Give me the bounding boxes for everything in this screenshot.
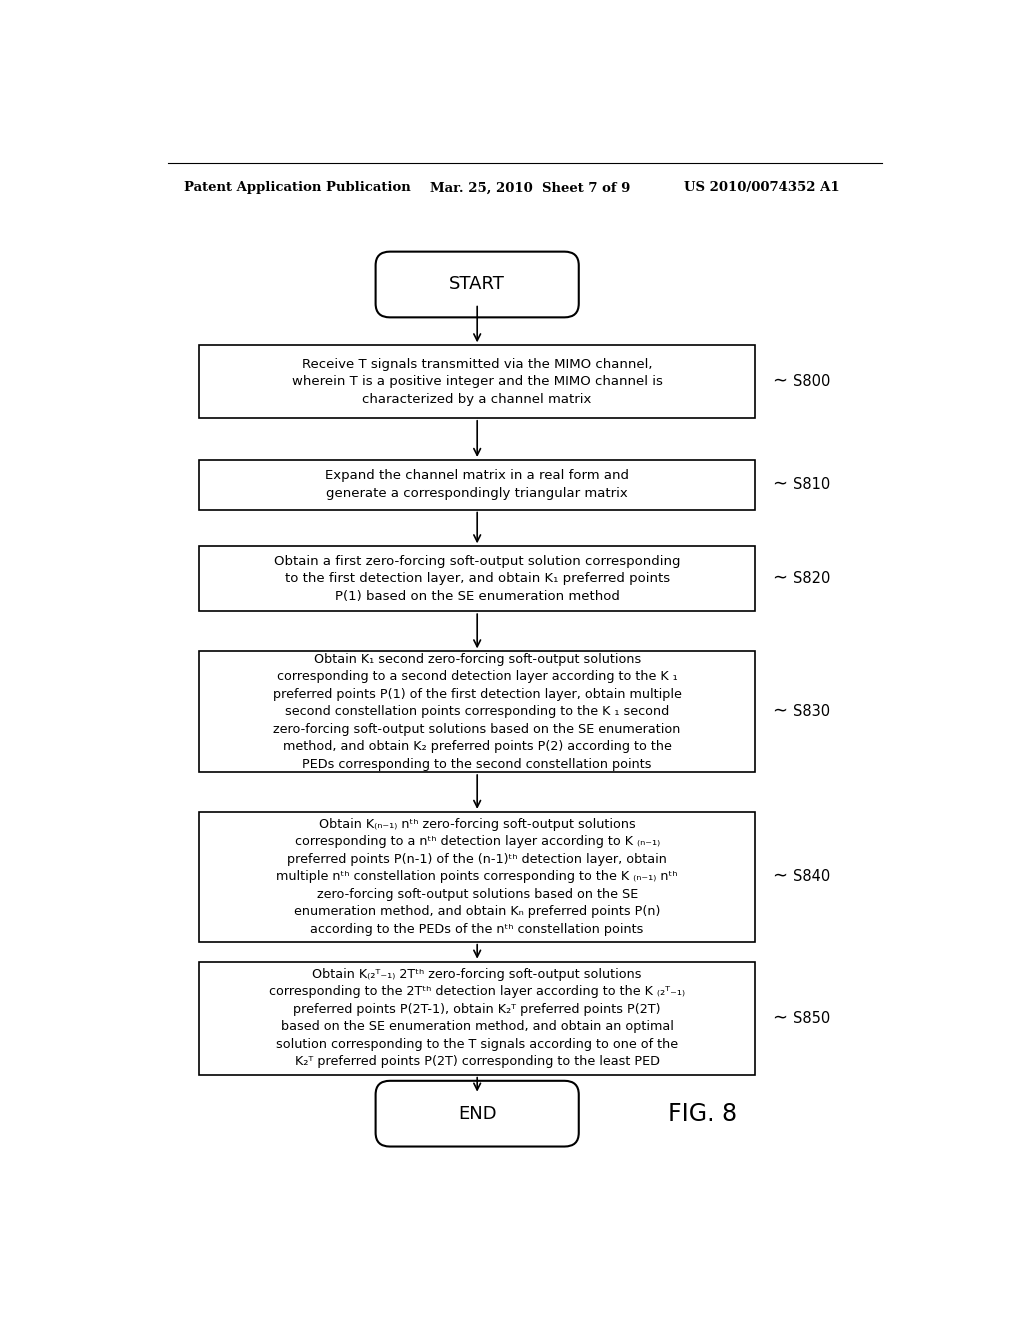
Text: Obtain K₁ second zero-forcing soft-output solutions
corresponding to a second de: Obtain K₁ second zero-forcing soft-outpu… — [272, 652, 682, 771]
FancyBboxPatch shape — [200, 346, 755, 418]
FancyBboxPatch shape — [200, 812, 755, 941]
FancyBboxPatch shape — [376, 252, 579, 317]
FancyBboxPatch shape — [200, 961, 755, 1074]
Text: S820: S820 — [793, 572, 830, 586]
Text: S810: S810 — [793, 478, 830, 492]
Text: S840: S840 — [793, 870, 830, 884]
Text: START: START — [450, 276, 505, 293]
Text: ∼: ∼ — [772, 1008, 787, 1027]
FancyBboxPatch shape — [200, 546, 755, 611]
Text: Receive T signals transmitted via the MIMO channel,
wherein T is a positive inte: Receive T signals transmitted via the MI… — [292, 358, 663, 405]
Text: S800: S800 — [793, 374, 830, 389]
FancyBboxPatch shape — [200, 651, 755, 772]
Text: ∼: ∼ — [772, 570, 787, 587]
Text: Mar. 25, 2010  Sheet 7 of 9: Mar. 25, 2010 Sheet 7 of 9 — [430, 181, 630, 194]
Text: FIG. 8: FIG. 8 — [668, 1102, 737, 1126]
Text: Obtain K₍ₙ₋₁₎ nᵗʰ zero-forcing soft-output solutions
corresponding to a nᵗʰ dete: Obtain K₍ₙ₋₁₎ nᵗʰ zero-forcing soft-outp… — [276, 818, 678, 936]
Text: Obtain K₍₂ᵀ₋₁₎ 2Tᵗʰ zero-forcing soft-output solutions
corresponding to the 2Tᵗʰ: Obtain K₍₂ᵀ₋₁₎ 2Tᵗʰ zero-forcing soft-ou… — [269, 968, 685, 1068]
FancyBboxPatch shape — [200, 459, 755, 510]
Text: ∼: ∼ — [772, 867, 787, 886]
Text: S830: S830 — [793, 704, 830, 719]
Text: Obtain a first zero-forcing soft-output solution corresponding
to the first dete: Obtain a first zero-forcing soft-output … — [274, 554, 680, 603]
FancyBboxPatch shape — [376, 1081, 579, 1147]
Text: US 2010/0074352 A1: US 2010/0074352 A1 — [684, 181, 839, 194]
Text: Expand the channel matrix in a real form and
generate a correspondingly triangul: Expand the channel matrix in a real form… — [326, 470, 629, 500]
Text: Patent Application Publication: Patent Application Publication — [183, 181, 411, 194]
Text: ∼: ∼ — [772, 372, 787, 391]
Text: S850: S850 — [793, 1011, 830, 1026]
Text: ∼: ∼ — [772, 702, 787, 721]
Text: ∼: ∼ — [772, 475, 787, 494]
Text: END: END — [458, 1105, 497, 1123]
